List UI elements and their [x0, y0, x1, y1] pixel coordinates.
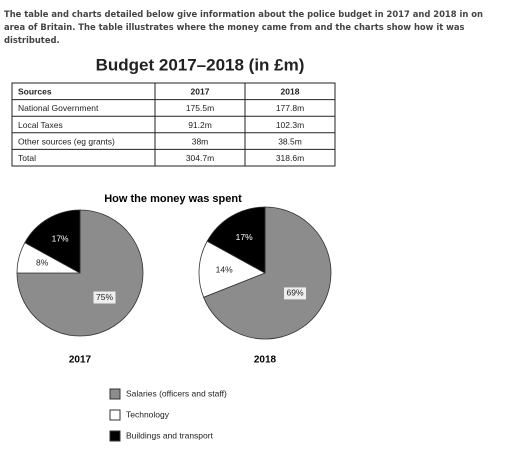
data-label: 17% [52, 234, 69, 244]
data-label: 17% [236, 232, 253, 242]
data-label: 75% [96, 292, 113, 302]
table-cell: 318.6m [276, 153, 304, 163]
data-label: 69% [287, 288, 304, 298]
table-cell: 175.5m [186, 103, 214, 113]
pie-slice [24, 209, 81, 274]
chart-title: How the money was spent [104, 193, 242, 205]
legend-swatch [109, 430, 121, 442]
label-box [284, 287, 307, 300]
intro-text: The table and charts detailed below give… [4, 9, 483, 45]
pie-slice [206, 206, 266, 274]
table-title: Budget 2017–2018 (in £m) [96, 55, 305, 74]
table-cell: 177.8m [276, 103, 304, 113]
legend-label: Technology [126, 409, 170, 419]
table-header: 2017 [191, 87, 210, 97]
table-cell: 91.2m [188, 120, 212, 130]
table-border [11, 82, 336, 167]
table-cell: 304.7m [186, 153, 214, 163]
table-cell: 102.3m [276, 120, 304, 130]
table-header: 2018 [281, 87, 300, 97]
legend-swatch [109, 388, 121, 400]
legend-label: Buildings and transport [126, 430, 214, 440]
table-cell: 38.5m [278, 136, 302, 146]
pie-slice [203, 206, 332, 340]
label-box [93, 291, 116, 304]
table-cell: Total [18, 153, 36, 163]
table-cell: National Government [18, 103, 99, 113]
pie-slice [198, 240, 266, 298]
data-label: 14% [216, 265, 233, 275]
pie-year: 2018 [254, 355, 277, 366]
table-header: Sources [18, 87, 52, 97]
table-cell: Other sources (eg grants) [18, 136, 115, 146]
table-cell: 38m [192, 136, 209, 146]
data-label: 8% [36, 258, 49, 268]
table-cell: Local Taxes [18, 120, 63, 130]
legend-label: Salaries (officers and staff) [126, 388, 227, 398]
legend-swatch [109, 409, 121, 421]
pie-year: 2017 [69, 355, 92, 366]
